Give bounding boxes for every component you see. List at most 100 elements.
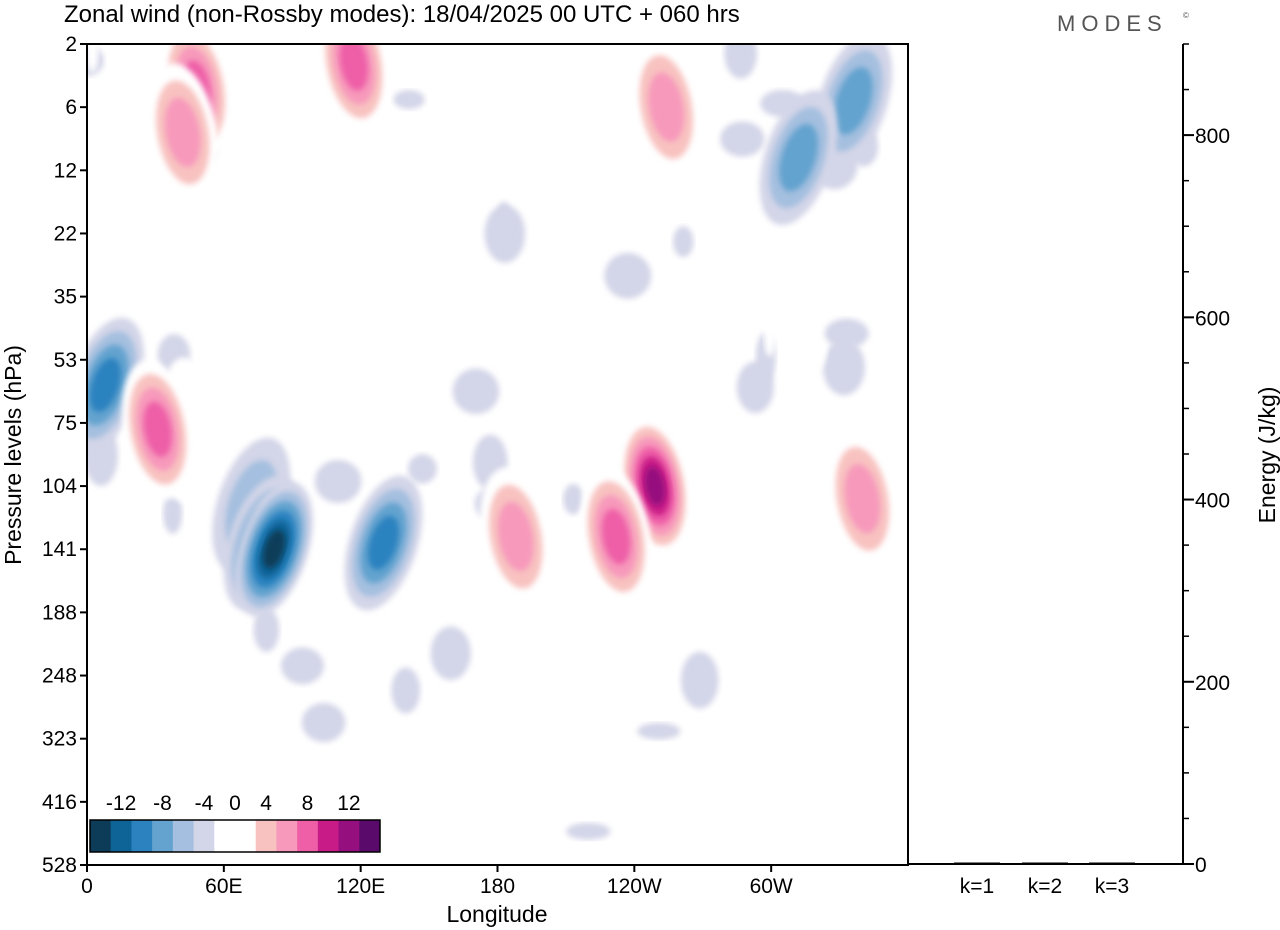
weak-anomaly-patch	[429, 778, 457, 834]
weak-anomaly-patch	[547, 621, 578, 656]
colorbar-label: 0	[229, 792, 241, 815]
energy-tick-label: 0	[1195, 854, 1207, 877]
weak-anomaly-patch	[680, 651, 719, 709]
wind-contour	[143, 401, 172, 457]
wind-contour	[164, 97, 201, 168]
energy-category-label: k=3	[1095, 875, 1129, 898]
wind-contour	[779, 123, 818, 192]
y-tick-label: 75	[54, 412, 77, 435]
weak-anomaly-patch	[770, 832, 792, 857]
energy-axis: 0 200 400 600 800	[1183, 43, 1230, 877]
weak-anomaly-patch	[157, 625, 200, 670]
energy-bar	[1089, 862, 1135, 864]
weak-anomaly-patch	[400, 373, 414, 435]
weak-anomaly-patch	[604, 252, 652, 299]
weak-anomaly-patch	[393, 90, 425, 110]
energy-tick-label: 600	[1195, 307, 1230, 330]
colorbar-swatch	[235, 820, 257, 852]
weak-anomaly-patch	[407, 454, 437, 484]
y-tick-label: 53	[54, 349, 77, 372]
weak-anomaly-patch	[430, 626, 471, 681]
colorbar-swatch	[110, 820, 132, 852]
pressure-axis: 2 6 12 22 35 53 75 104 141 188 248 323 416 528	[42, 33, 87, 877]
energy-bar	[954, 862, 1000, 864]
colorbar-label: 12	[337, 792, 360, 815]
colorbar-label: -8	[153, 792, 172, 815]
weak-anomaly-patch	[228, 771, 246, 814]
contour-field	[87, 44, 899, 865]
x-tick-label: 120E	[336, 875, 385, 898]
x-tick-label: 60W	[750, 875, 793, 898]
energy-axis-label: Energy (J/kg)	[1254, 387, 1280, 524]
longitude-axis: 0 60E 120E 180 120W 60W	[81, 865, 793, 898]
wind-contour	[844, 464, 881, 534]
weak-anomaly-patch	[693, 171, 724, 200]
colorbar-label: 8	[302, 792, 314, 815]
y-tick-label: 528	[42, 854, 77, 877]
wind-contour	[648, 72, 685, 142]
weak-anomaly-patch	[369, 415, 409, 454]
y-tick-label: 2	[65, 33, 77, 56]
weak-anomaly-patch	[391, 667, 421, 714]
energy-bars: k=1 k=2 k=3	[954, 862, 1135, 898]
colorbar-swatch	[276, 820, 298, 852]
weak-anomaly-patch	[827, 591, 855, 633]
colorbar-swatch	[255, 820, 277, 852]
weak-anomaly-patch	[280, 647, 324, 685]
y-tick-label: 323	[42, 728, 77, 751]
logo-copyright-mark: ©	[1183, 11, 1189, 20]
x-tick-label: 0	[81, 875, 93, 898]
y-tick-label: 104	[42, 475, 77, 498]
weak-anomaly-patch	[484, 204, 526, 263]
colorbar-swatch	[359, 820, 381, 852]
colorbar-label: 4	[260, 792, 272, 815]
y-tick-label: 22	[54, 222, 77, 245]
weak-anomaly-patch	[673, 226, 694, 258]
colorbar-frame	[89, 819, 381, 853]
weak-anomaly-patch	[290, 436, 319, 468]
modes-logo: MODES	[1057, 11, 1168, 36]
wind-contour	[367, 515, 400, 570]
weak-anomaly-patch	[824, 318, 869, 348]
colorbar-swatch	[214, 820, 236, 852]
wind-contour	[89, 358, 121, 412]
weak-anomaly-patch	[664, 695, 688, 720]
weak-anomaly-patch	[763, 308, 776, 357]
weak-anomaly-patch	[566, 822, 611, 840]
x-tick-label: 120W	[607, 875, 662, 898]
y-tick-label: 248	[42, 665, 77, 688]
weak-anomaly-patch	[822, 339, 866, 396]
chart-title: Zonal wind (non-Rossby modes): 18/04/202…	[64, 1, 740, 28]
weak-anomaly-patch	[533, 327, 569, 368]
weak-anomaly-patch	[87, 679, 120, 696]
weak-anomaly-patch	[87, 44, 99, 73]
colorbar-swatch	[172, 820, 195, 852]
energy-tick-label: 400	[1195, 490, 1230, 513]
colorbar-swatch	[90, 820, 112, 852]
colorbar-label: -4	[195, 792, 214, 815]
y-tick-label: 141	[42, 538, 77, 561]
weak-anomaly-patch	[736, 361, 774, 414]
colorbar-swatch	[338, 820, 360, 852]
wind-contour	[339, 44, 369, 91]
y-tick-label: 12	[54, 159, 77, 182]
colorbar-swatch	[193, 820, 215, 852]
colorbar-label: -12	[106, 792, 136, 815]
weak-anomaly-patch	[388, 316, 408, 337]
weak-anomaly-patch	[253, 607, 280, 652]
wind-contour	[833, 67, 873, 135]
weak-anomaly-patch	[502, 661, 534, 724]
y-tick-label: 188	[42, 601, 77, 624]
x-axis-label: Longitude	[446, 901, 547, 927]
y-tick-label: 416	[42, 791, 77, 814]
wind-contour	[262, 529, 286, 569]
x-tick-label: 60E	[205, 875, 242, 898]
weak-anomaly-patch	[726, 284, 775, 324]
energy-category-label: k=1	[960, 875, 994, 898]
weak-anomaly-patch	[301, 702, 346, 743]
weak-anomaly-patch	[637, 722, 681, 740]
weak-anomaly-patch	[720, 121, 765, 157]
weak-anomaly-patch	[452, 368, 500, 415]
weak-anomaly-patch	[719, 795, 768, 850]
